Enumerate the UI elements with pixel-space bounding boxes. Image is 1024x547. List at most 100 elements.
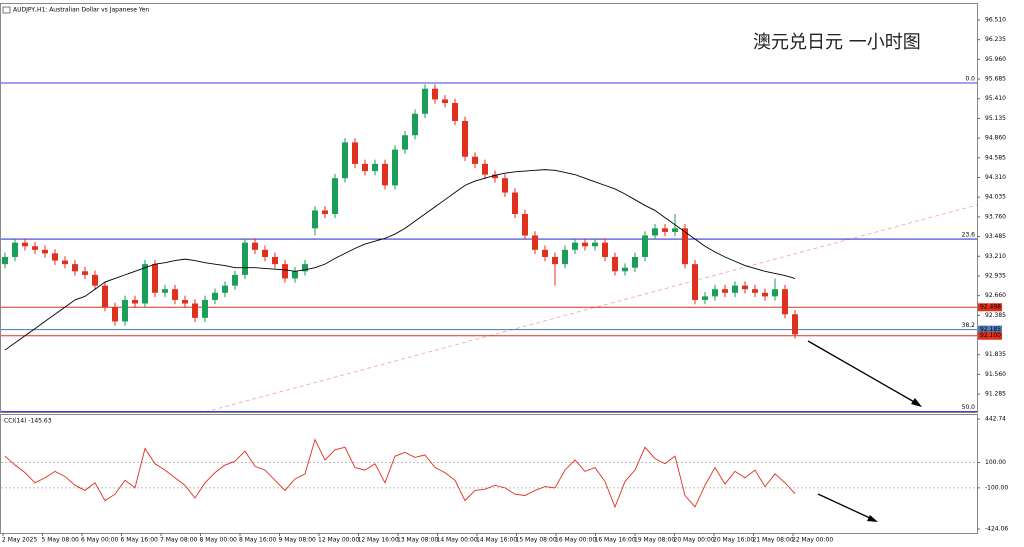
cci-title: CCI(14) -145.63 [4,418,52,425]
candle-body [422,88,428,114]
x-tick-label: 5 May 08:00 [42,537,80,544]
forecast-arrows [807,340,922,522]
cci-tick-label: -424.06 [985,526,1008,533]
y-tick-label: 94.310 [985,174,1006,181]
candle-body [452,103,458,121]
candle-body [382,163,388,186]
candle-body [722,289,728,293]
candle-body [672,228,678,232]
candle-body [632,256,638,268]
x-tick-label: 9 May 08:00 [279,537,317,544]
candle-body [562,249,568,265]
candle-body [572,242,578,250]
y-tick-label: 95.960 [985,56,1006,63]
y-tick-label: 92.935 [985,272,1006,279]
x-tick-label: 2 May 2025 [2,537,37,544]
candle-body [782,289,788,315]
candle-body [192,303,198,318]
x-tick-label: 20 May 00:00 [674,537,715,544]
chart-title: AUDJPY,H1: Australian Dollar vs Japanese… [13,7,149,14]
candle-body [252,242,258,250]
cci-line [4,438,796,509]
candle-body [2,256,8,265]
x-tick-label: 13 May 08:00 [397,537,438,544]
candle-body [402,135,408,150]
candle-body [552,256,558,265]
candle-body [102,285,108,308]
candle-body [652,228,658,236]
price-box-label: 92.498 [980,304,1001,311]
symbol-icon [2,6,11,14]
candle-body [162,289,168,293]
candle-body [362,163,368,172]
price-box [978,303,1002,312]
y-tick-label: 91.285 [985,391,1006,398]
cci-tick-label: -100.00 [985,484,1008,491]
candle-body [682,228,688,265]
y-tick-label: 93.485 [985,233,1006,240]
candle-body [262,249,268,257]
candle-body [352,142,358,164]
fib-level-label: 38.2 [962,322,976,329]
price-box-label: 92.185 [980,326,1001,333]
candle-body [212,292,218,300]
y-tick-label: 93.760 [985,213,1006,220]
candle-body [82,271,88,275]
x-tick-label: 15 May 08:00 [516,537,557,544]
y-tick-label: 94.035 [985,194,1006,201]
candle-body [712,289,718,297]
x-tick-label: 8 May 00:00 [200,537,238,544]
y-tick-label: 91.560 [985,371,1006,378]
trend-line [204,204,978,413]
candle-body [602,242,608,257]
candle-body [432,88,438,100]
candle-body [292,271,298,279]
candle-body [762,292,768,297]
x-tick-label: 19 May 08:00 [634,537,675,544]
y-tick-label: 94.585 [985,154,1006,161]
candle-body [462,120,468,157]
candle-body [622,267,628,272]
candle-body [52,253,58,261]
candle-body [372,163,378,172]
candle-body [332,178,338,215]
candle-body [492,174,498,179]
candle-body [612,256,618,272]
candle-body [482,163,488,175]
x-tick-label: 8 May 16:00 [239,537,277,544]
cci-tick-label: 442.74 [985,416,1006,423]
candle-body [532,235,538,250]
x-tick-label: 22 May 00:00 [792,537,833,544]
candle-body [662,228,668,232]
fib-level-label: 0.0 [965,75,975,82]
x-tick-label: 6 May 00:00 [81,537,119,544]
y-tick-label: 94.860 [985,135,1006,142]
candle-body [132,299,138,304]
y-tick-label: 92.660 [985,292,1006,299]
candle-body [792,314,798,335]
candle-body [752,289,758,293]
candle-body [472,156,478,164]
candle-body [202,299,208,318]
candle-body [512,192,518,215]
x-tick-label: 16 May 16:00 [595,537,636,544]
candle-body [312,210,318,229]
candle-body [592,242,598,247]
candle-body [542,249,548,257]
x-tick-label: 21 May 08:00 [753,537,794,544]
candle-body [12,242,18,257]
candle-body [342,142,348,179]
candle-body [272,256,278,265]
main-pane [0,3,978,413]
candle-body [392,149,398,186]
x-tick-label: 14 May 00:00 [437,537,478,544]
y-tick-label: 96.510 [985,16,1006,23]
y-tick-label: 95.135 [985,115,1006,122]
candle-body [172,289,178,300]
candle-body [42,249,48,254]
x-tick-label: 12 May 16:00 [358,537,399,544]
fib-level-label: 23.6 [962,232,976,239]
x-tick-label: 20 May 16:00 [713,537,754,544]
x-tick-label: 12 May 00:00 [318,537,359,544]
